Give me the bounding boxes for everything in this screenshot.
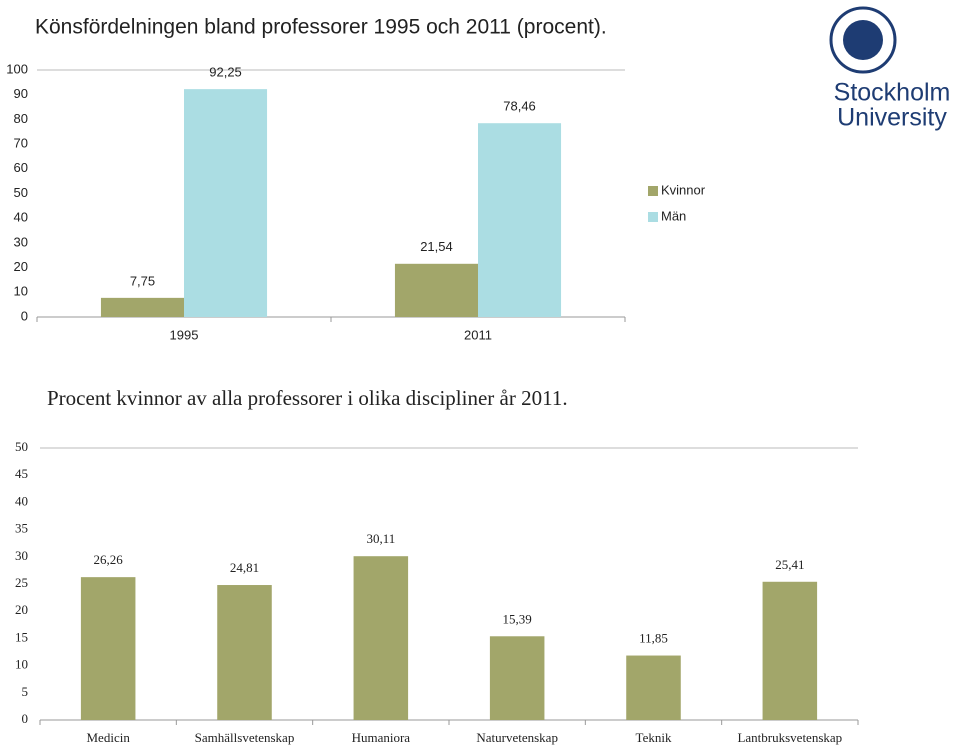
y-tick-label: 10 (15, 657, 28, 672)
y-tick-label: 35 (15, 521, 28, 536)
x-tick-label: Samhällsvetenskap (195, 730, 295, 745)
logo: Stockholm University (829, 6, 951, 132)
x-tick-label: 1995 (170, 327, 199, 342)
bar (100, 297, 184, 317)
bar (394, 263, 478, 317)
data-label: 30,11 (366, 531, 395, 546)
y-tick-label: 90 (14, 86, 28, 101)
x-tick-label: 2011 (464, 327, 492, 342)
y-tick-label: 80 (14, 111, 28, 126)
y-tick-label: 70 (14, 136, 28, 151)
chart-title: Procent kvinnor av alla professorer i ol… (47, 386, 568, 410)
bar (217, 585, 272, 720)
bar (762, 581, 818, 720)
y-tick-label: 30 (15, 548, 28, 563)
x-tick-label: Medicin (87, 730, 131, 745)
y-tick-label: 15 (15, 629, 28, 644)
logo-emblem (843, 20, 883, 60)
data-label: 92,25 (209, 65, 242, 80)
data-label: 25,41 (775, 557, 804, 572)
logo-text: University (837, 104, 947, 132)
bar (184, 89, 268, 317)
legend-swatch (648, 212, 658, 222)
x-tick-label: Teknik (636, 730, 672, 745)
data-label: 21,54 (420, 239, 453, 254)
logo-seal (829, 6, 897, 74)
legend-label: Kvinnor (661, 182, 706, 197)
y-tick-label: 0 (21, 308, 28, 323)
x-tick-label: Lantbruksvetenskap (737, 730, 842, 745)
y-tick-label: 40 (14, 210, 28, 225)
data-label: 26,26 (94, 552, 124, 567)
y-tick-label: 30 (14, 234, 28, 249)
y-tick-label: 10 (14, 284, 28, 299)
legend-swatch (648, 186, 658, 196)
logo-text: Stockholm (834, 79, 951, 107)
x-tick-label: Naturvetenskap (476, 730, 558, 745)
y-tick-label: 25 (15, 575, 28, 590)
y-tick-label: 50 (14, 185, 28, 200)
y-tick-label: 0 (22, 711, 29, 726)
data-label: 24,81 (230, 560, 259, 575)
y-tick-label: 60 (14, 160, 28, 175)
legend-label: Män (661, 208, 686, 223)
bar (489, 636, 545, 720)
data-label: 7,75 (130, 273, 155, 288)
y-tick-label: 20 (15, 602, 28, 617)
data-label: 78,46 (503, 99, 536, 114)
bar (626, 655, 681, 720)
data-label: 15,39 (503, 611, 532, 626)
bar (478, 123, 562, 317)
y-tick-label: 40 (15, 493, 28, 508)
y-tick-label: 100 (6, 61, 28, 76)
y-tick-label: 45 (15, 466, 28, 481)
y-tick-label: 50 (15, 439, 28, 454)
chart-title: Könsfördelningen bland professorer 1995 … (35, 16, 607, 39)
data-label: 11,85 (639, 631, 668, 646)
y-tick-label: 5 (22, 684, 29, 699)
bar (80, 577, 136, 720)
y-tick-label: 20 (14, 259, 28, 274)
x-tick-label: Humaniora (352, 730, 411, 745)
bar (353, 556, 409, 720)
